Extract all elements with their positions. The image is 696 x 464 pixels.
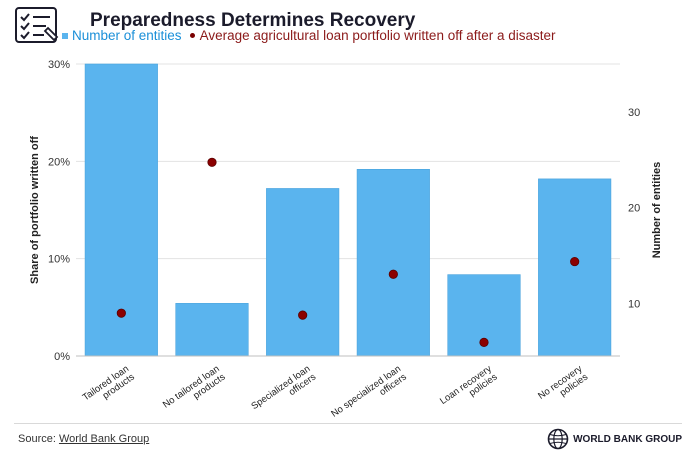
bar[interactable] — [84, 63, 158, 357]
data-point[interactable] — [116, 308, 126, 318]
globe-icon — [547, 428, 569, 450]
y-left-tick-label: 10% — [48, 254, 70, 266]
y-left-tick-label: 30% — [48, 59, 70, 71]
data-point[interactable] — [388, 269, 398, 279]
y-axis-right-label: Number of entities — [651, 162, 663, 259]
legend-dot-swatch — [189, 33, 195, 38]
data-point[interactable] — [570, 256, 580, 267]
chart-title: Preparedness Determines Recovery — [90, 10, 416, 31]
y-axis-left-label: Share of portfolio written off — [29, 136, 41, 284]
data-point[interactable] — [298, 310, 308, 320]
dot-series — [116, 157, 580, 347]
brand-text: WORLD BANK GROUP — [573, 433, 682, 445]
chart-legend: Number of entities Average agricultural … — [62, 28, 564, 43]
y-right-tick-label: 10 — [628, 298, 640, 310]
bar[interactable] — [175, 303, 249, 357]
footer-divider — [14, 423, 682, 424]
bar[interactable] — [538, 178, 612, 357]
chart-header: Preparedness Determines Recovery — [14, 6, 684, 50]
source-note: Source: World Bank Group — [18, 433, 149, 445]
legend-item-dots[interactable]: Average agricultural loan portfolio writ… — [189, 28, 556, 43]
bar[interactable] — [356, 169, 430, 357]
bar[interactable] — [266, 188, 340, 357]
legend-item-bars[interactable]: Number of entities — [62, 28, 182, 43]
y-left-tick-label: 20% — [48, 156, 70, 168]
legend-dot-label: Average agricultural loan portfolio writ… — [199, 28, 556, 43]
legend-bar-swatch — [62, 32, 68, 39]
checklist-icon — [15, 7, 59, 43]
source-prefix: Source: — [18, 433, 59, 445]
y-left-tick-label: 0% — [54, 351, 70, 363]
data-point[interactable] — [479, 337, 489, 347]
data-point[interactable] — [207, 157, 217, 167]
source-link[interactable]: World Bank Group — [58, 433, 150, 445]
y-right-tick-label: 20 — [628, 203, 640, 215]
legend-bar-label: Number of entities — [72, 28, 182, 43]
y-right-tick-label: 30 — [628, 107, 640, 119]
world-bank-logo: WORLD BANK GROUP — [547, 428, 682, 450]
bar-series — [84, 63, 612, 357]
